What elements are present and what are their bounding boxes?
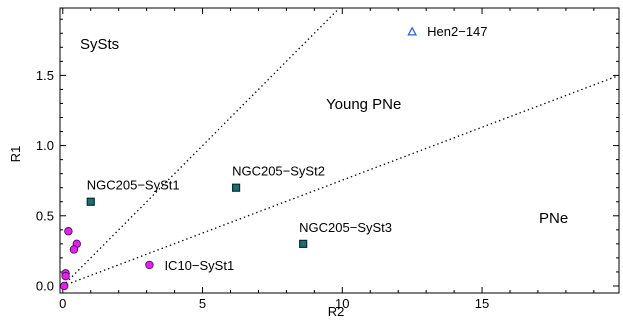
data-point-circle [145, 260, 154, 270]
x-tick-label: 5 [199, 296, 206, 311]
x-tick-label: 15 [475, 296, 489, 311]
y-tick-label: 1.0 [36, 138, 54, 153]
data-point-circle [69, 245, 79, 254]
y-tick-label: 1.5 [36, 68, 54, 83]
data-point-label: IC10−SySt1 [164, 258, 234, 273]
data-point-square [86, 197, 95, 206]
x-tick-label: 0 [59, 296, 66, 311]
y-tick-label: 0.0 [36, 278, 54, 293]
data-point-circle [59, 281, 69, 291]
data-points [59, 26, 418, 291]
region-label-sysTs: SySts [80, 36, 119, 53]
region-label-pne: PNe [539, 210, 568, 227]
axis-ticks: 0 5 10 15 0.0 0.5 1.0 1.5 [36, 8, 619, 311]
data-point-label: NGC205−SySt1 [87, 178, 180, 193]
plot-frame [59, 7, 620, 294]
data-point-square [231, 183, 241, 192]
divider-line-1 [62, 8, 340, 287]
y-tick-label: 0.5 [36, 208, 54, 223]
divider-lines [62, 8, 619, 287]
data-point-square [299, 239, 308, 248]
point-labels: IC10−SySt1 NGC205−SySt1 NGC205−SySt2 NGC205… [87, 24, 488, 273]
data-point-circle [61, 271, 70, 281]
data-point-triangle [407, 26, 418, 36]
data-point-label: NGC205−SySt3 [299, 220, 392, 235]
y-axis-label: R1 [8, 146, 23, 163]
region-label-young-pne: Young PNe [326, 96, 401, 113]
data-point-label: NGC205−SySt2 [232, 164, 325, 179]
x-tick-label: 10 [335, 296, 349, 311]
x-axis-label: R2 [328, 304, 345, 319]
data-point-circle [64, 227, 73, 236]
data-point-label: Hen2−147 [427, 24, 487, 39]
